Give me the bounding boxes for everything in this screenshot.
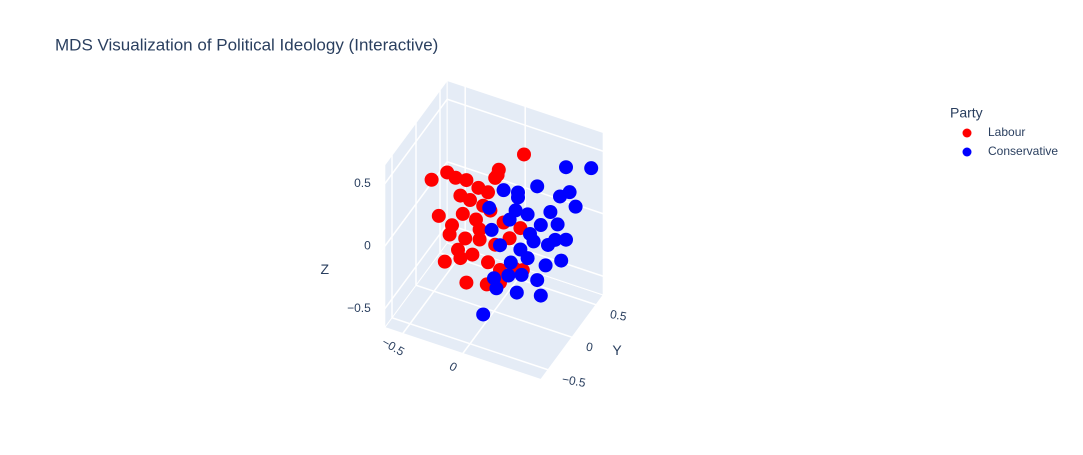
data-point bbox=[520, 251, 535, 266]
chart-title: MDS Visualization of Political Ideology … bbox=[55, 35, 438, 54]
data-point bbox=[459, 173, 474, 188]
grid-line bbox=[384, 223, 448, 310]
data-point bbox=[501, 268, 516, 283]
data-point bbox=[445, 218, 459, 233]
y-axis-title: Y bbox=[612, 342, 622, 358]
data-point bbox=[424, 172, 439, 187]
data-point bbox=[481, 185, 495, 200]
data-point bbox=[509, 285, 524, 300]
data-point bbox=[459, 275, 474, 290]
legend-label[interactable]: Conservative bbox=[988, 144, 1058, 158]
data-point bbox=[533, 288, 548, 303]
legend-marker[interactable] bbox=[962, 147, 972, 157]
data-point bbox=[520, 207, 535, 222]
x-tick-label: 0 bbox=[447, 359, 460, 375]
data-point bbox=[496, 183, 511, 198]
data-point bbox=[584, 161, 599, 176]
data-point bbox=[554, 253, 569, 268]
data-point bbox=[437, 254, 452, 269]
data-point bbox=[488, 170, 503, 185]
data-point bbox=[476, 307, 491, 322]
data-point bbox=[543, 205, 558, 219]
data-point bbox=[503, 255, 518, 270]
data-point bbox=[530, 179, 545, 194]
data-point bbox=[455, 206, 470, 221]
data-point bbox=[517, 147, 531, 162]
data-point bbox=[526, 234, 541, 249]
z-tick-label: 0.5 bbox=[354, 176, 371, 190]
data-point bbox=[530, 273, 545, 288]
data-point bbox=[514, 267, 529, 282]
data-point bbox=[465, 247, 480, 262]
data-point bbox=[448, 170, 463, 185]
data-point bbox=[489, 281, 504, 296]
data-point bbox=[511, 190, 525, 205]
data-point bbox=[458, 231, 473, 246]
data-point bbox=[472, 222, 487, 237]
data-point bbox=[472, 232, 487, 247]
data-point bbox=[550, 217, 565, 232]
data-point bbox=[559, 232, 573, 247]
data-point bbox=[533, 218, 548, 233]
grid-line bbox=[415, 284, 573, 338]
grid-line bbox=[446, 98, 604, 152]
legend-label[interactable]: Labour bbox=[988, 125, 1025, 139]
data-point bbox=[568, 199, 583, 214]
data-point bbox=[562, 185, 577, 200]
data-point bbox=[484, 222, 499, 237]
data-point bbox=[482, 200, 497, 215]
data-point bbox=[493, 238, 507, 253]
legend-marker[interactable] bbox=[962, 128, 972, 138]
data-point bbox=[463, 193, 477, 208]
y-tick-label: −0.5 bbox=[561, 372, 587, 390]
data-point bbox=[502, 212, 517, 227]
data-point bbox=[481, 255, 495, 270]
z-axis-title: Z bbox=[321, 261, 330, 277]
grid-line bbox=[391, 317, 549, 371]
y-tick-label: 0 bbox=[585, 340, 594, 355]
legend-title: Party bbox=[950, 105, 983, 121]
data-point bbox=[431, 208, 446, 223]
data-point bbox=[538, 258, 553, 273]
data-point bbox=[559, 160, 573, 175]
z-tick-label: 0 bbox=[364, 238, 371, 252]
y-tick-label: 0.5 bbox=[609, 307, 628, 324]
data-point bbox=[453, 251, 468, 266]
x-tick-label: −0.5 bbox=[379, 335, 407, 359]
grid-line bbox=[384, 98, 448, 185]
data-point bbox=[548, 232, 563, 247]
data-point bbox=[502, 231, 517, 246]
z-tick-label: −0.5 bbox=[347, 301, 371, 315]
